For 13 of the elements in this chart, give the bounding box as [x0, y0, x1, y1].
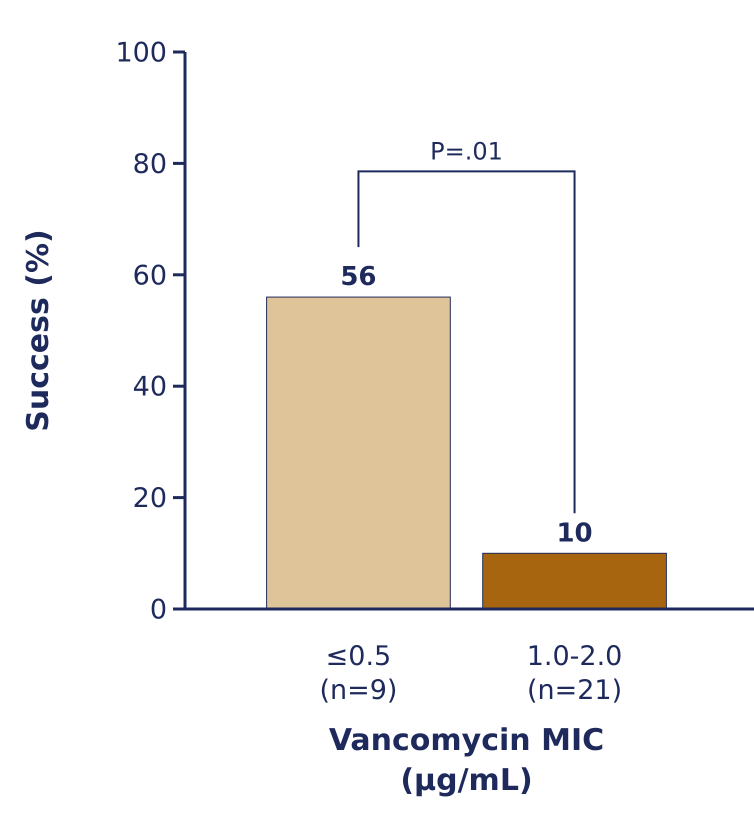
x-tick-label: 1.0-2.0 (n=21)	[526, 641, 622, 706]
y-tick-label: 20	[132, 483, 167, 514]
y-tick-label: 100	[115, 37, 167, 68]
data-label: 10	[556, 518, 593, 548]
x-axis-title: Vancomycin MIC (µg/mL)	[328, 723, 604, 798]
annotation: P=.01	[430, 137, 503, 166]
y-axis-title: Success (%)	[21, 229, 56, 432]
y-tick-label: 80	[132, 148, 167, 180]
data-label: 56	[340, 262, 377, 292]
y-tick-label: 40	[132, 372, 167, 403]
x-tick-label: ≤0.5 (n=9)	[319, 641, 398, 706]
y-tick-label: 60	[132, 260, 167, 292]
y-tick-label: 0	[150, 594, 167, 626]
